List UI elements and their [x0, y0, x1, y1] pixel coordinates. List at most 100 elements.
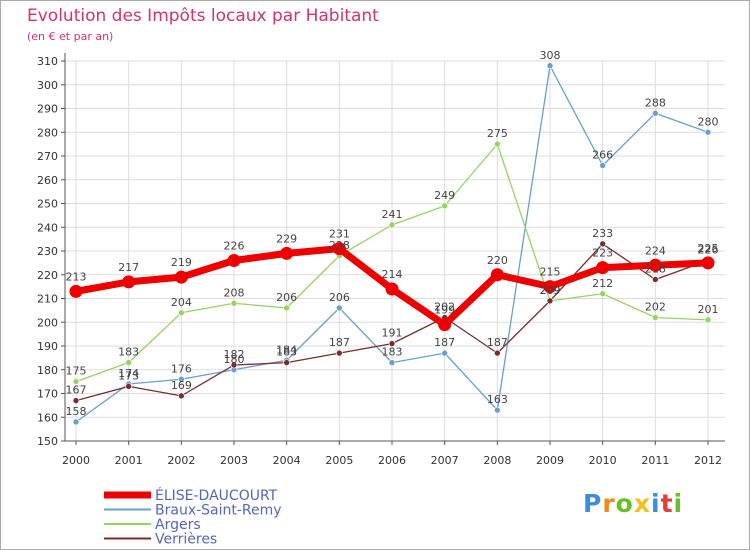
y-tick-label: 180 [37, 364, 58, 377]
data-label: 215 [540, 266, 561, 279]
data-label: 187 [329, 336, 350, 349]
data-label: 202 [434, 301, 455, 314]
data-label: 173 [118, 369, 139, 382]
y-tick-label: 200 [37, 316, 58, 329]
data-point [388, 359, 396, 366]
x-tick-label: 2004 [273, 454, 301, 467]
y-tick-label: 190 [37, 340, 58, 353]
data-point [546, 297, 554, 305]
data-label: 174 [118, 367, 139, 380]
y-tick-label: 150 [37, 435, 58, 448]
data-label: 219 [171, 256, 192, 269]
data-label: 209 [540, 284, 561, 297]
data-label: 183 [118, 346, 139, 359]
y-tick-label: 290 [37, 103, 58, 116]
data-point [441, 349, 448, 357]
data-label: 163 [487, 393, 508, 406]
y-tick-label: 230 [37, 245, 58, 258]
data-label: 183 [276, 346, 297, 359]
logo-letter: i [651, 489, 661, 518]
data-point [596, 261, 610, 275]
data-point [230, 299, 238, 307]
grid-layer [65, 60, 725, 442]
data-point [230, 361, 238, 369]
y-tick-label: 240 [37, 221, 58, 234]
data-label: 218 [645, 263, 666, 276]
data-point [283, 359, 290, 366]
data-label: 226 [224, 240, 245, 253]
data-label: 223 [592, 247, 613, 260]
logo-letter: P [583, 489, 603, 518]
data-point [490, 268, 504, 282]
data-label: 308 [540, 49, 561, 62]
data-point [494, 349, 501, 357]
data-label: 204 [171, 296, 192, 309]
data-point [336, 349, 343, 357]
data-label: 187 [487, 336, 508, 349]
data-label: 288 [645, 96, 666, 109]
data-point [332, 242, 346, 256]
y-tick-label: 170 [37, 388, 58, 401]
data-label: 183 [382, 346, 403, 359]
data-point [178, 375, 185, 383]
data-label: 180 [224, 353, 245, 366]
data-point [438, 318, 452, 332]
data-label: 206 [276, 291, 297, 304]
y-tick-label: 250 [37, 198, 58, 211]
data-point [336, 304, 343, 312]
data-label: 212 [592, 277, 613, 290]
data-point [704, 316, 712, 324]
data-point [704, 128, 712, 136]
y-tick-label: 270 [37, 150, 58, 163]
axes-layer: 150 160 170 180 190 200 210 220 230 240 250 260 270 2… [37, 53, 725, 467]
x-tick-label: 2008 [483, 454, 511, 467]
data-point [599, 290, 606, 298]
chart-subtitle: (en € et par an) [27, 30, 114, 43]
x-tick-label: 2011 [641, 454, 669, 467]
x-tick-label: 2000 [62, 454, 90, 467]
data-label: 229 [276, 232, 297, 245]
data-point [72, 397, 80, 404]
data-point [122, 275, 136, 289]
legend-label: ÉLISE-DAUCOURT [155, 487, 278, 504]
data-label: 231 [329, 228, 350, 241]
chart-title: Evolution des Impôts locaux par Habitant [27, 6, 379, 26]
data-point [388, 340, 396, 347]
data-point [174, 270, 188, 284]
x-tick-label: 2009 [536, 454, 564, 467]
y-tick-label: 300 [37, 79, 58, 92]
logo-letter: o [615, 489, 634, 518]
data-label: 217 [118, 261, 139, 274]
data-point [441, 202, 448, 210]
proxiti-logo: Proxiti [583, 489, 683, 518]
data-label: 187 [434, 336, 455, 349]
data-label: 214 [382, 268, 403, 281]
data-point [652, 276, 659, 283]
logo-letter: i [673, 489, 684, 518]
y-tick-label: 160 [37, 411, 58, 424]
legend-label: Braux-Saint-Remy [155, 503, 282, 519]
data-label: 280 [698, 115, 719, 128]
data-point [69, 284, 83, 298]
data-label: 199 [434, 304, 455, 317]
data-point [701, 256, 715, 270]
data-label: 191 [382, 327, 403, 340]
x-tick-label: 2002 [167, 454, 195, 467]
data-label: 275 [487, 127, 508, 140]
x-tick-label: 2012 [694, 454, 722, 467]
logo-letter: t [660, 489, 674, 518]
data-label: 233 [592, 227, 613, 240]
x-tick-label: 2010 [589, 454, 617, 467]
legend-label: Verrières [155, 532, 217, 548]
x-tick-label: 2006 [378, 454, 406, 467]
data-point [648, 258, 662, 272]
data-point [494, 406, 501, 414]
data-label: 201 [698, 303, 719, 316]
data-label: 249 [434, 189, 455, 202]
logo-letter: r [602, 489, 616, 518]
data-point [543, 280, 557, 294]
data-point [178, 309, 185, 317]
data-point [227, 254, 241, 267]
